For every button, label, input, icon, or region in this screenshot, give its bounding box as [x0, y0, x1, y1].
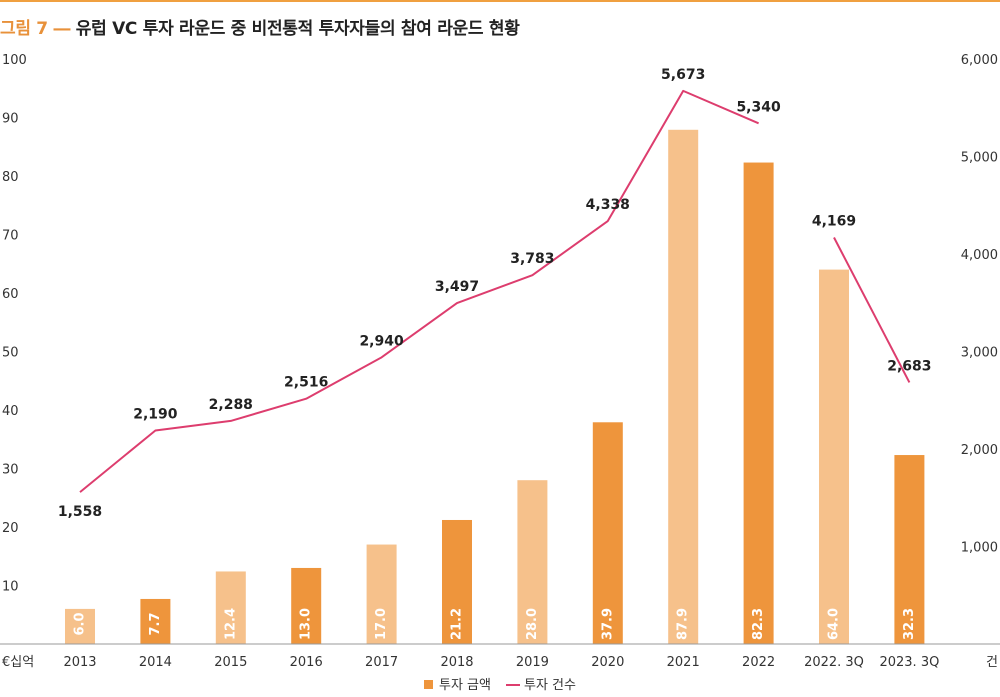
bar-value-label: 28.0: [525, 608, 540, 640]
bar-value-label: 13.0: [299, 608, 314, 640]
top-rule: [0, 0, 1000, 2]
line-point-label: 4,338: [586, 197, 630, 213]
right-tick-label: 4,000: [961, 248, 998, 263]
x-tick-label: 2015: [214, 655, 247, 670]
bar-value-label: 7.7: [148, 612, 163, 635]
bar: [366, 544, 397, 644]
line-point-label: 3,783: [510, 251, 554, 267]
line-point-label: 2,940: [359, 333, 404, 349]
line-point-label: 1,558: [58, 504, 102, 520]
x-tick-label: 2018: [440, 655, 473, 670]
x-tick-label: 2021: [667, 655, 700, 670]
x-tick-label: 2014: [139, 655, 172, 670]
x-tick-label: 2019: [516, 655, 549, 670]
right-tick-label: 5,000: [961, 151, 998, 166]
bar-value-label: 82.3: [751, 608, 766, 640]
line-point-label: 5,340: [736, 99, 781, 115]
bar-value-label: 12.4: [223, 608, 238, 640]
bar: [592, 422, 623, 644]
bar: [215, 571, 246, 644]
x-axis-ticks: 2013 2014 2015 2016 2017 2018 2019 2020 2021 2022…: [63, 655, 939, 670]
bar: [743, 162, 774, 645]
bar: [517, 480, 548, 644]
line-series: [79, 89, 911, 493]
bar: [668, 129, 699, 644]
right-tick-label: 2,000: [961, 443, 998, 458]
bar: [65, 608, 95, 644]
left-axis-ticks: 10 20 30 40 50 60 70 80 90 100 €십억: [2, 53, 34, 670]
left-tick-label: 50: [2, 346, 19, 361]
legend-line-label: 투자 건수: [524, 678, 576, 693]
right-tick-label: 1,000: [961, 541, 998, 556]
x-tick-label: 2020: [591, 655, 624, 670]
line-point-label: 5,673: [661, 67, 705, 83]
left-tick-label: 40: [2, 404, 19, 419]
x-tick-label: 2017: [365, 655, 398, 670]
left-tick-label: 20: [2, 521, 19, 536]
left-tick-label: 70: [2, 229, 19, 244]
bar: [140, 598, 171, 644]
bar-value-label: 21.2: [450, 608, 465, 640]
figure-number: 그림 7 ―: [0, 19, 71, 39]
chart-title: 그림 7 ― 유럽 VC 투자 라운드 중 비전통적 투자자들의 참여 라운드 …: [0, 14, 520, 39]
right-axis-ticks: 1,000 2,000 3,000 4,000 5,000 6,000 건: [961, 53, 998, 670]
x-tick-label: 2022: [742, 655, 775, 670]
legend-bar-swatch: [424, 680, 433, 689]
right-tick-label: 3,000: [961, 346, 998, 361]
bar: [291, 567, 322, 644]
bar: [819, 269, 849, 644]
bar: [894, 455, 925, 644]
bar-value-label: 37.9: [600, 608, 615, 640]
legend: 투자 금액 투자 건수: [424, 678, 576, 693]
bar-value-labels: 6.0 7.7 12.4 13.0 17.0 21.2 28.0 37.9 87.9 82.3 64…: [73, 608, 917, 640]
right-axis-unit: 건: [986, 655, 998, 670]
left-tick-label: 30: [2, 463, 19, 478]
title-text: 유럽 VC 투자 라운드 중 비전통적 투자자들의 참여 라운드 현황: [75, 19, 520, 39]
legend-bar-label: 투자 금액: [439, 678, 491, 693]
bar-value-label: 17.0: [374, 608, 389, 640]
x-tick-label: 2013: [63, 655, 96, 670]
left-tick-label: 60: [2, 287, 19, 302]
bar-value-label: 6.0: [73, 612, 88, 635]
line-point-label: 2,190: [133, 406, 178, 422]
left-axis-unit: €십억: [2, 655, 34, 670]
bar: [442, 519, 472, 644]
left-tick-label: 100: [2, 53, 27, 68]
line-point-label: 3,497: [435, 279, 479, 295]
right-tick-label: 6,000: [961, 53, 998, 68]
line-point-label: 2,683: [887, 358, 931, 374]
bar-value-label: 64.0: [827, 608, 842, 640]
x-tick-label: 2023. 3Q: [879, 655, 939, 670]
line-segment: [79, 89, 759, 493]
left-tick-label: 10: [2, 580, 19, 595]
bar-value-label: 32.3: [902, 608, 917, 640]
line-point-labels: 1,558 2,190 2,288 2,516 2,940 3,497 3,783 4,338…: [58, 67, 932, 520]
left-tick-label: 80: [2, 170, 19, 185]
left-tick-label: 90: [2, 112, 19, 127]
line-point-label: 2,516: [284, 375, 328, 391]
x-tick-label: 2022. 3Q: [804, 655, 864, 670]
x-tick-label: 2016: [290, 655, 323, 670]
line-segment: [833, 237, 911, 383]
bar-series: [65, 129, 925, 645]
bar-value-label: 87.9: [676, 608, 691, 640]
line-point-label: 2,288: [209, 397, 253, 413]
line-point-label: 4,169: [812, 214, 856, 230]
